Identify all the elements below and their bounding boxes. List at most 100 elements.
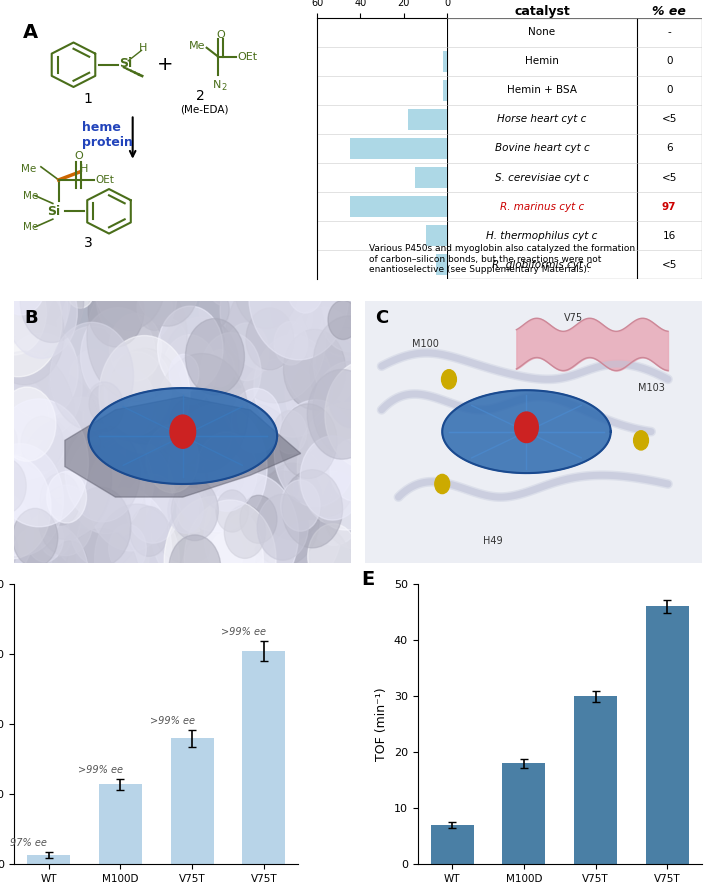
Text: Me: Me	[189, 41, 205, 51]
Circle shape	[105, 352, 168, 435]
Circle shape	[246, 471, 319, 565]
Text: 2: 2	[221, 83, 227, 92]
Circle shape	[305, 357, 357, 425]
Circle shape	[47, 445, 145, 574]
Circle shape	[181, 534, 243, 613]
Circle shape	[282, 470, 342, 548]
Circle shape	[248, 230, 349, 360]
Circle shape	[177, 435, 205, 473]
Circle shape	[58, 529, 107, 592]
Circle shape	[64, 528, 139, 625]
Circle shape	[300, 436, 365, 520]
Circle shape	[95, 505, 179, 614]
Circle shape	[257, 494, 308, 560]
Circle shape	[6, 266, 77, 358]
Text: Hemin + BSA: Hemin + BSA	[507, 86, 577, 95]
Circle shape	[286, 264, 352, 348]
Circle shape	[281, 480, 320, 531]
Bar	[646, 607, 689, 864]
Circle shape	[69, 487, 131, 566]
Text: M103: M103	[638, 383, 664, 393]
Circle shape	[26, 514, 64, 562]
Circle shape	[226, 273, 326, 403]
Text: OEt: OEt	[96, 175, 115, 185]
Circle shape	[196, 432, 257, 512]
Text: OEt: OEt	[238, 52, 258, 62]
Circle shape	[313, 362, 387, 457]
Bar	[436, 254, 448, 275]
Bar	[349, 138, 448, 159]
Circle shape	[126, 475, 180, 543]
Circle shape	[0, 351, 74, 479]
Circle shape	[0, 333, 82, 439]
Text: 2: 2	[196, 89, 205, 103]
Circle shape	[170, 415, 195, 448]
Circle shape	[158, 306, 223, 391]
Text: M100: M100	[412, 340, 439, 349]
Circle shape	[325, 361, 409, 469]
Circle shape	[0, 438, 64, 560]
Circle shape	[0, 387, 56, 461]
Circle shape	[21, 416, 63, 471]
Circle shape	[72, 432, 153, 537]
Circle shape	[53, 541, 87, 586]
Text: 6: 6	[666, 144, 672, 153]
Title: % ee: % ee	[652, 4, 686, 18]
Circle shape	[108, 348, 182, 445]
Text: V75: V75	[564, 313, 584, 323]
Circle shape	[210, 532, 243, 575]
Circle shape	[0, 391, 29, 466]
Bar	[443, 80, 448, 101]
Circle shape	[68, 434, 145, 534]
Circle shape	[0, 228, 67, 338]
Circle shape	[205, 559, 239, 604]
Circle shape	[0, 343, 56, 468]
Circle shape	[274, 410, 306, 453]
Circle shape	[150, 467, 225, 564]
Text: Si: Si	[47, 205, 60, 218]
Circle shape	[18, 418, 112, 539]
Circle shape	[87, 438, 174, 551]
Circle shape	[287, 266, 324, 313]
Bar	[425, 225, 448, 246]
Text: C: C	[375, 309, 388, 326]
Circle shape	[145, 318, 188, 371]
Circle shape	[310, 327, 379, 416]
Circle shape	[224, 323, 269, 381]
Circle shape	[40, 474, 80, 525]
Text: O: O	[74, 152, 83, 161]
Text: 3: 3	[84, 235, 92, 250]
Text: None: None	[528, 27, 556, 37]
Circle shape	[246, 308, 294, 370]
Circle shape	[160, 414, 200, 466]
Text: A: A	[23, 23, 39, 41]
Circle shape	[256, 527, 310, 596]
Circle shape	[515, 412, 538, 443]
Circle shape	[305, 289, 379, 385]
Bar	[349, 196, 448, 217]
Circle shape	[216, 490, 248, 532]
Text: H. thermophilus cyt c: H. thermophilus cyt c	[486, 231, 598, 241]
Polygon shape	[89, 388, 277, 484]
Bar	[415, 167, 448, 188]
Circle shape	[137, 285, 173, 331]
Circle shape	[0, 529, 18, 569]
Circle shape	[68, 349, 118, 415]
Circle shape	[271, 278, 322, 343]
Text: >99% ee: >99% ee	[150, 715, 195, 726]
Bar	[243, 651, 286, 864]
Text: 16: 16	[662, 231, 676, 241]
Circle shape	[88, 275, 144, 347]
Circle shape	[200, 333, 261, 411]
Circle shape	[6, 296, 57, 363]
Circle shape	[330, 292, 379, 355]
Circle shape	[634, 430, 649, 450]
Circle shape	[168, 404, 267, 532]
Circle shape	[163, 317, 239, 415]
Text: >99% ee: >99% ee	[221, 627, 266, 637]
Circle shape	[110, 313, 162, 381]
Circle shape	[150, 464, 249, 592]
Circle shape	[65, 425, 140, 522]
Circle shape	[99, 335, 190, 453]
Text: B: B	[24, 309, 38, 326]
